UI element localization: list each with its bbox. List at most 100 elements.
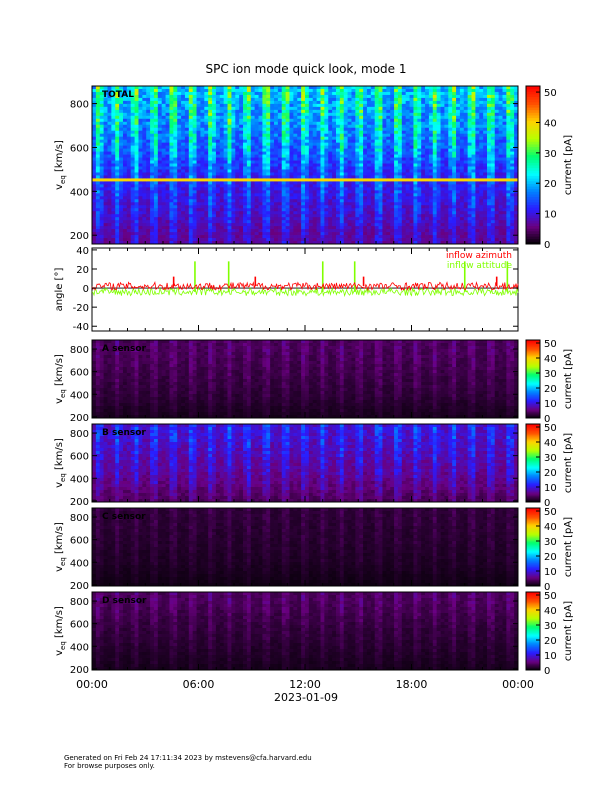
heatmap-cell: [254, 145, 259, 149]
heatmap-cell: [394, 97, 399, 102]
heatmap-cell: [335, 193, 341, 197]
heatmap-cell: [266, 184, 271, 188]
heatmap-cell: [378, 157, 383, 161]
heatmap-cell: [243, 139, 248, 144]
heatmap-cell: [246, 115, 252, 120]
heatmap-cell: [305, 190, 310, 194]
heatmap-cell: [192, 88, 197, 93]
heatmap-cell: [409, 208, 414, 212]
heatmap-cell: [126, 181, 132, 185]
heatmap-cell: [421, 94, 426, 99]
heatmap-cell: [219, 88, 225, 93]
heatmap-cell: [231, 172, 236, 176]
heatmap-cell: [223, 115, 228, 120]
heatmap-cell: [196, 172, 201, 176]
heatmap-cell: [277, 136, 283, 141]
heatmap-cell: [153, 130, 159, 135]
heatmap-cell: [200, 136, 205, 141]
heatmap-cell: [107, 133, 112, 138]
heatmap-cell: [394, 223, 399, 227]
heatmap-cell: [181, 184, 186, 188]
heatmap-cell: [417, 139, 422, 144]
heatmap-cell: [382, 124, 387, 129]
heatmap-cell: [374, 130, 379, 135]
heatmap-cell: [363, 190, 368, 194]
heatmap-cell: [146, 169, 151, 173]
heatmap-cell: [208, 220, 213, 224]
heatmap-cell: [335, 172, 341, 176]
heatmap-cell: [165, 106, 170, 111]
heatmap-cell: [366, 106, 372, 111]
heatmap-cell: [335, 178, 341, 182]
heatmap-cell: [262, 214, 267, 218]
heatmap-cell: [173, 154, 178, 158]
heatmap-cell: [246, 214, 252, 218]
heatmap-cell: [208, 199, 213, 203]
heatmap-cell: [150, 121, 155, 126]
heatmap-cell: [246, 229, 252, 233]
heatmap-cell: [188, 109, 194, 114]
heatmap-cell: [196, 130, 201, 135]
heatmap-cell: [254, 130, 259, 135]
heatmap-cell: [347, 136, 352, 141]
heatmap-cell: [231, 202, 236, 206]
heatmap-cell: [277, 97, 283, 102]
heatmap-cell: [409, 112, 414, 117]
heatmap-cell: [262, 187, 267, 191]
heatmap-cell: [208, 178, 213, 182]
heatmap-cell: [285, 196, 290, 200]
heatmap-cell: [266, 112, 271, 117]
heatmap-cell: [270, 91, 275, 96]
heatmap-cell: [413, 223, 418, 227]
heatmap-cell: [308, 172, 314, 176]
heatmap-cell: [173, 184, 178, 188]
heatmap-cell: [370, 154, 376, 158]
heatmap-cell: [134, 178, 139, 182]
heatmap-cell: [386, 223, 391, 227]
heatmap-cell: [277, 229, 283, 233]
heatmap-cell: [150, 199, 155, 203]
heatmap-cell: [409, 148, 414, 152]
heatmap-cell: [215, 238, 221, 242]
heatmap-cell: [281, 100, 287, 105]
heatmap-cell: [239, 226, 244, 230]
heatmap-cell: [270, 241, 275, 245]
heatmap-cell: [188, 178, 194, 182]
heatmap-cell: [235, 169, 240, 173]
heatmap-cell: [293, 205, 298, 209]
heatmap-cell: [254, 121, 259, 126]
heatmap-cell: [351, 133, 356, 138]
heatmap-cell: [421, 172, 426, 176]
heatmap-cell: [138, 127, 143, 132]
heatmap-cell: [417, 199, 422, 203]
heatmap-cell: [153, 112, 159, 117]
heatmap-cell: [366, 178, 372, 182]
heatmap-cell: [281, 118, 287, 123]
heatmap-cell: [281, 94, 287, 99]
heatmap-cell: [452, 193, 457, 197]
heatmap-cell: [157, 157, 163, 161]
heatmap-cell: [169, 127, 174, 132]
heatmap-cell: [397, 172, 403, 176]
heatmap-cell: [95, 163, 101, 167]
heatmap-cell: [243, 100, 248, 105]
heatmap-cell: [452, 118, 457, 123]
heatmap-cell: [270, 115, 275, 120]
heatmap-cell: [239, 187, 244, 191]
heatmap-cell: [165, 97, 170, 102]
heatmap-cell: [405, 241, 410, 245]
heatmap-cell: [188, 136, 194, 141]
heatmap-cell: [146, 115, 151, 120]
heatmap-cell: [119, 151, 124, 155]
heatmap-cell: [204, 196, 209, 200]
heatmap-cell: [297, 199, 302, 203]
heatmap-cell: [293, 94, 298, 99]
heatmap-cell: [204, 118, 209, 123]
heatmap-cell: [184, 211, 190, 215]
heatmap-cell: [382, 187, 387, 191]
heatmap-cell: [320, 103, 325, 108]
heatmap-cell: [281, 133, 287, 138]
heatmap-cell: [161, 193, 166, 197]
heatmap-cell: [343, 109, 348, 114]
heatmap-cell: [436, 139, 441, 144]
